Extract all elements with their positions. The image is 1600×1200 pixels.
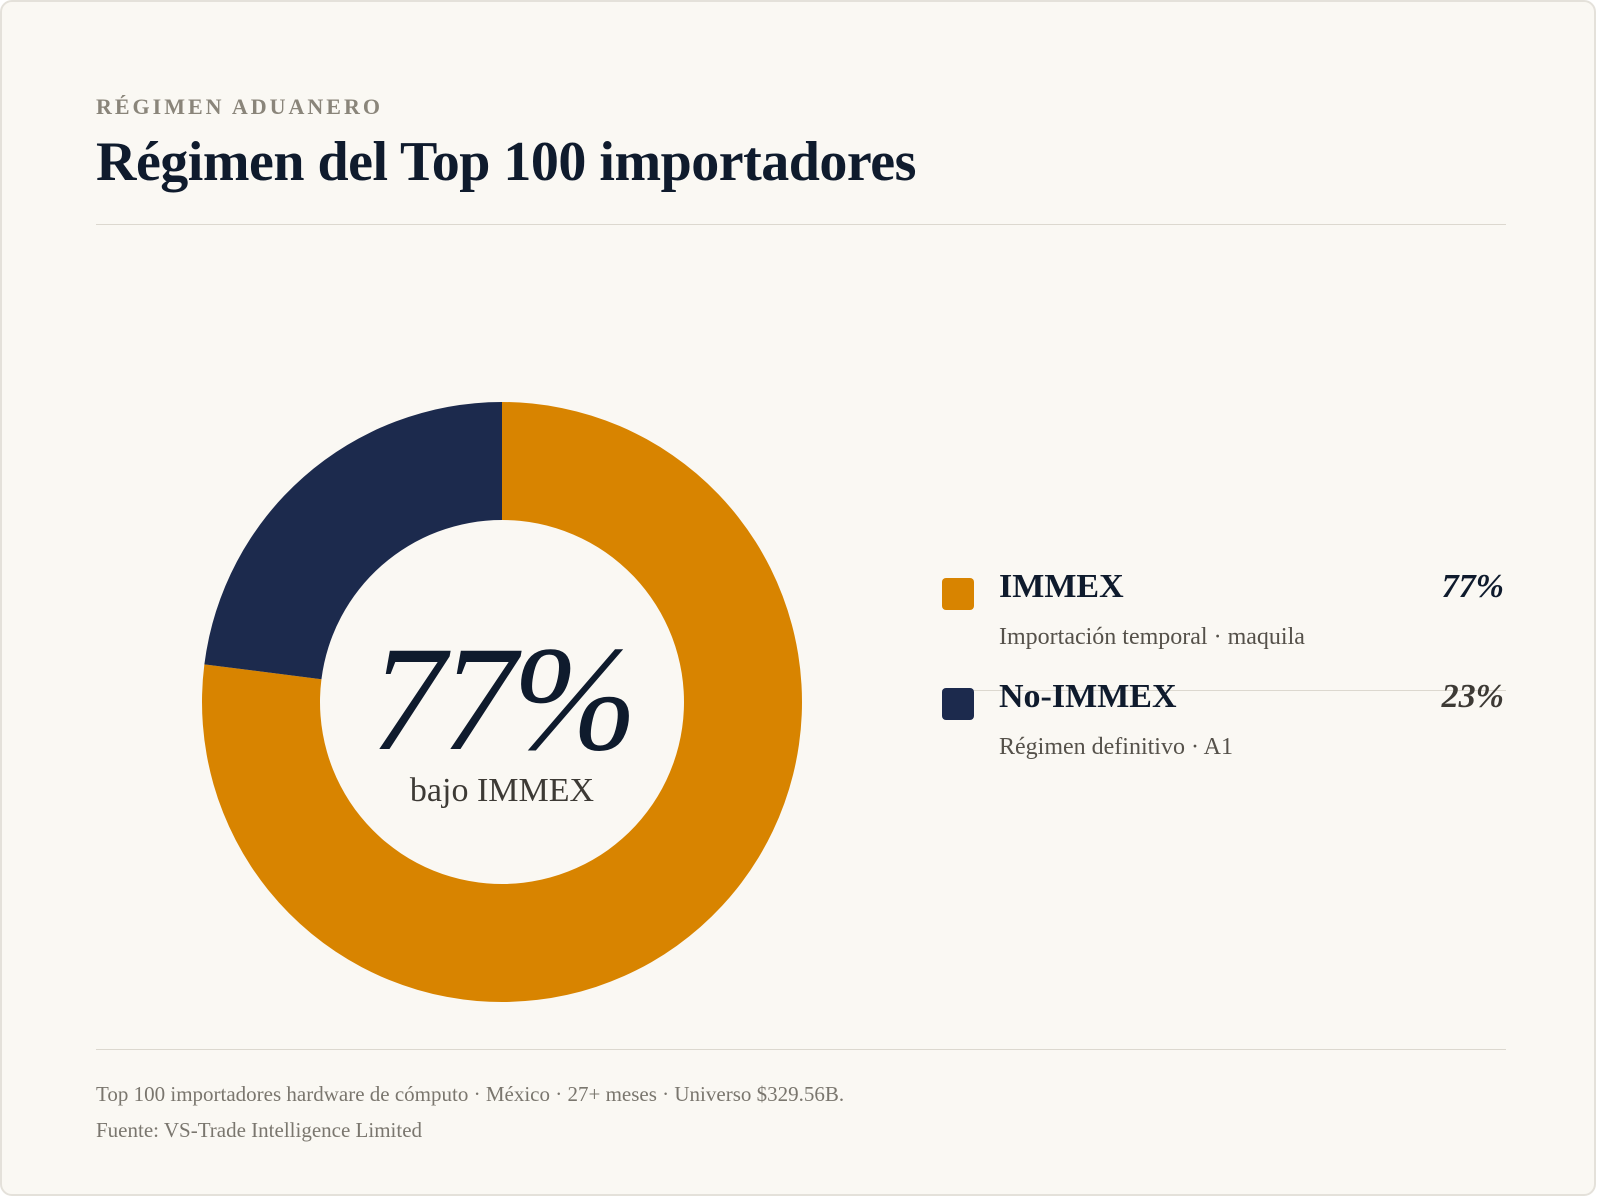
legend-description: Importación temporal · maquila bbox=[999, 624, 1305, 650]
legend-swatch-immex bbox=[942, 578, 974, 610]
header-divider bbox=[96, 224, 1506, 225]
legend-name: IMMEX bbox=[999, 568, 1124, 605]
legend-description: Régimen definitivo · A1 bbox=[999, 734, 1233, 760]
legend-percentage: 23% bbox=[1441, 678, 1504, 715]
donut-slice-no-immex bbox=[204, 402, 502, 680]
footer-divider bbox=[96, 1049, 1506, 1050]
chart-title: Régimen del Top 100 importadores bbox=[96, 131, 916, 193]
legend-name: No-IMMEX bbox=[999, 678, 1177, 715]
eyebrow-label: RÉGIMEN ADUANERO bbox=[96, 94, 383, 119]
donut-chart bbox=[201, 402, 803, 1002]
legend: IMMEX 77% Importación temporal · maquila… bbox=[942, 568, 1506, 788]
donut-slice-immex bbox=[201, 402, 803, 1002]
legend-percentage: 77% bbox=[1441, 568, 1504, 605]
footnote: Top 100 importadores hardware de cómputo… bbox=[96, 1082, 845, 1106]
source-note: Fuente: VS-Trade Intelligence Limited bbox=[96, 1118, 423, 1142]
legend-swatch-no-immex bbox=[942, 688, 974, 720]
legend-item-immex: IMMEX 77% Importación temporal · maquila bbox=[942, 568, 1506, 678]
center-label: bajo IMMEX bbox=[409, 772, 595, 809]
center-percentage: 77% bbox=[370, 616, 638, 782]
legend-divider bbox=[942, 690, 1506, 691]
legend-item-no-immex: No-IMMEX 23% Régimen definitivo · A1 bbox=[942, 678, 1506, 788]
